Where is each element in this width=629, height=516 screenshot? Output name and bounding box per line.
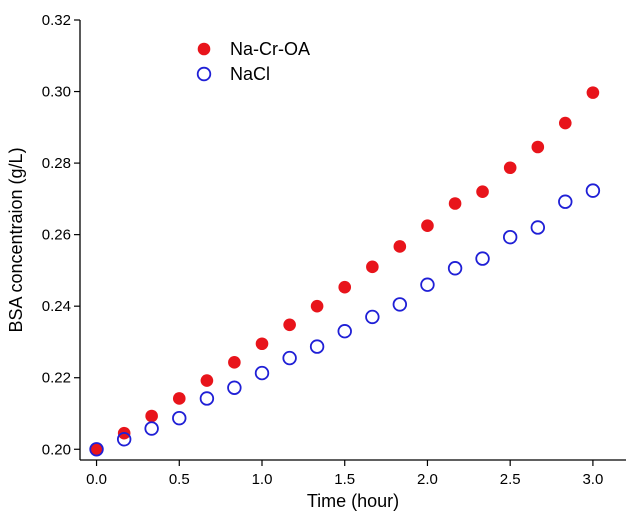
legend-marker-na-cr-oa bbox=[197, 42, 211, 56]
data-point-nacl bbox=[502, 229, 518, 245]
y-tick-label: 0.28 bbox=[42, 155, 71, 172]
legend-label-na-cr-oa: Na-Cr-OA bbox=[230, 39, 310, 59]
y-tick-label: 0.26 bbox=[42, 227, 71, 244]
data-point-na-cr-oa bbox=[338, 280, 352, 294]
x-tick-label: 2.5 bbox=[500, 471, 521, 488]
series-na-cr-oa bbox=[90, 86, 600, 456]
data-point-nacl bbox=[144, 421, 159, 436]
data-point-na-cr-oa bbox=[558, 116, 572, 130]
data-point-na-cr-oa bbox=[476, 185, 489, 199]
data-point-na-cr-oa bbox=[90, 442, 103, 456]
y-tick-label: 0.22 bbox=[42, 370, 71, 387]
y-axis-title: BSA concentraion (g/L) bbox=[6, 147, 26, 332]
data-point-na-cr-oa bbox=[586, 86, 600, 99]
data-point-nacl bbox=[447, 261, 463, 276]
data-series bbox=[89, 86, 601, 457]
data-point-na-cr-oa bbox=[200, 374, 214, 387]
axes bbox=[79, 20, 626, 461]
data-point-nacl bbox=[530, 220, 546, 235]
data-point-nacl bbox=[282, 350, 297, 366]
data-point-nacl bbox=[89, 442, 104, 457]
series-nacl bbox=[89, 183, 601, 457]
data-point-na-cr-oa bbox=[310, 299, 324, 313]
legend-label-nacl: NaCl bbox=[230, 64, 270, 84]
x-axis-title: Time (hour) bbox=[307, 491, 399, 511]
legend: Na-Cr-OA NaCl bbox=[196, 39, 310, 84]
data-point-na-cr-oa bbox=[448, 197, 462, 210]
data-point-nacl bbox=[309, 339, 325, 354]
y-tick-label: 0.32 bbox=[42, 12, 71, 29]
y-tick-label: 0.20 bbox=[42, 441, 71, 458]
data-point-na-cr-oa bbox=[172, 392, 186, 405]
x-axis-ticks: 0.0 0.5 1.0 1.5 2.0 2.5 3.0 bbox=[86, 460, 603, 488]
legend-marker-nacl bbox=[196, 66, 212, 82]
x-tick-label: 1.5 bbox=[334, 471, 355, 488]
data-point-nacl bbox=[365, 309, 380, 325]
data-point-nacl bbox=[392, 297, 408, 312]
data-point-na-cr-oa bbox=[531, 140, 545, 154]
data-point-nacl bbox=[585, 183, 601, 198]
data-point-na-cr-oa bbox=[421, 219, 434, 232]
data-point-nacl bbox=[475, 251, 490, 266]
x-tick-label: 0.5 bbox=[169, 471, 190, 488]
data-point-na-cr-oa bbox=[255, 337, 269, 351]
data-point-na-cr-oa bbox=[393, 240, 407, 253]
y-axis-ticks: 0.20 0.22 0.24 0.26 0.28 0.30 0.32 bbox=[42, 12, 80, 458]
x-tick-label: 2.0 bbox=[417, 471, 438, 488]
data-point-nacl bbox=[116, 432, 132, 447]
data-point-na-cr-oa bbox=[145, 409, 158, 423]
data-point-na-cr-oa bbox=[503, 161, 517, 175]
y-tick-label: 0.30 bbox=[42, 84, 71, 101]
data-point-nacl bbox=[420, 277, 435, 292]
data-point-na-cr-oa bbox=[283, 318, 296, 332]
data-point-na-cr-oa bbox=[366, 260, 379, 274]
data-point-nacl bbox=[199, 391, 215, 406]
data-point-na-cr-oa bbox=[228, 356, 241, 369]
y-tick-label: 0.24 bbox=[42, 298, 71, 315]
x-tick-label: 1.0 bbox=[252, 471, 273, 488]
data-point-nacl bbox=[337, 324, 352, 339]
x-tick-label: 3.0 bbox=[582, 471, 603, 488]
x-tick-label: 0.0 bbox=[86, 471, 107, 488]
data-point-nacl bbox=[172, 410, 187, 426]
data-point-nacl bbox=[558, 194, 573, 209]
data-point-nacl bbox=[227, 380, 242, 395]
data-point-nacl bbox=[254, 365, 270, 381]
